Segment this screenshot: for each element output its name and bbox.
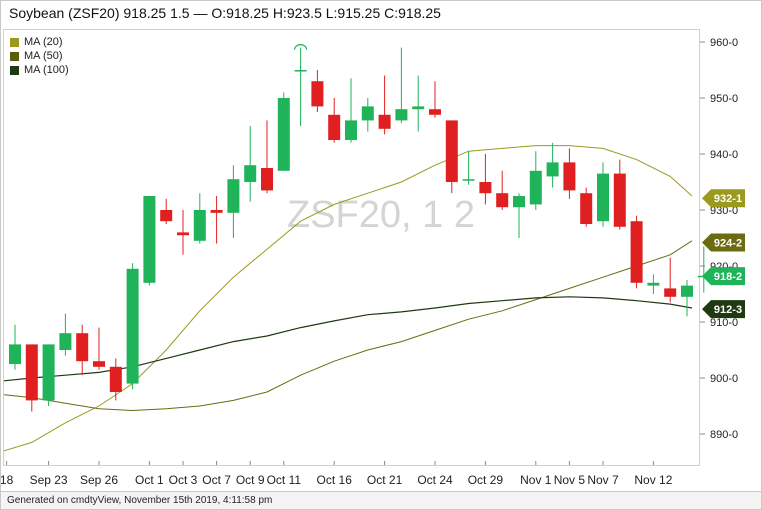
candle-body	[345, 120, 357, 140]
x-tick-label: Oct 21	[367, 473, 403, 487]
y-tick-label: 910-0	[710, 317, 738, 329]
y-tick-label: 890-0	[710, 429, 738, 441]
candle-body	[193, 210, 206, 241]
legend: MA (20) MA (50) MA (100)	[10, 35, 69, 77]
high-marker-icon	[294, 44, 308, 50]
candle-body	[647, 282, 660, 286]
x-tick-label: Nov 5	[554, 473, 586, 487]
x-tick-label: Oct 11	[267, 473, 302, 487]
candle-body	[681, 285, 693, 297]
candle-body	[630, 221, 643, 283]
x-tick-label: Oct 9	[236, 473, 265, 487]
x-tick-label: Nov 12	[634, 473, 672, 487]
x-tick-label: Oct 3	[169, 473, 198, 487]
legend-label-ma50: MA (50)	[24, 50, 63, 62]
candle-body	[311, 81, 324, 107]
candle-body	[328, 114, 341, 140]
candle-body	[42, 344, 55, 401]
candle-body	[25, 344, 38, 401]
candle-body	[412, 106, 425, 110]
candle-body	[445, 120, 458, 182]
candle-body	[395, 109, 408, 121]
x-tick-label: Oct 24	[417, 473, 453, 487]
legend-label-ma100: MA (100)	[24, 64, 69, 76]
x-tick-label: Nov 1	[520, 473, 552, 487]
x-tick-label: Oct 16	[317, 473, 353, 487]
price-badge	[702, 267, 745, 286]
x-tick-label: Oct 29	[468, 473, 504, 487]
legend-swatch-ma50	[10, 51, 19, 61]
candle-body	[513, 196, 525, 208]
chart-title: Soybean (ZSF20) 918.25 1.5 — O:918.25 H:…	[9, 5, 441, 21]
y-tick-label: 950-0	[710, 93, 738, 105]
candle-body	[277, 98, 290, 171]
y-tick-label: 930-0	[710, 205, 738, 217]
ma-line-ma50	[3, 240, 693, 412]
x-tick-label: Oct 1	[135, 473, 164, 487]
candle-body	[361, 106, 374, 121]
candle-body	[613, 173, 626, 227]
x-tick-label: Nov 7	[587, 473, 619, 487]
ma-line-ma100	[3, 296, 693, 382]
x-tick-label: Oct 7	[202, 473, 231, 487]
candle-body	[93, 361, 105, 367]
price-badge	[702, 233, 745, 252]
candle-body	[59, 333, 72, 350]
price-badge	[702, 189, 745, 208]
price-badge-label: 932-1	[714, 193, 742, 205]
candle-body	[580, 193, 593, 224]
candle-body	[244, 165, 257, 182]
candle-body	[261, 168, 273, 191]
candle-body	[143, 196, 156, 283]
candle-body	[597, 173, 609, 222]
y-tick-label: 900-0	[710, 373, 738, 385]
x-tick-label: Sep 26	[80, 473, 118, 487]
price-badge-label: 924-2	[714, 237, 742, 249]
y-tick-label: 960-0	[710, 37, 738, 49]
legend-label-ma20: MA (20)	[24, 36, 63, 48]
legend-swatch-ma20	[10, 37, 19, 47]
price-badge-label: 918-2	[714, 271, 742, 283]
candle-body	[76, 333, 89, 362]
candle-body	[126, 268, 139, 384]
footer-generated-note: Generated on cmdtyView, November 15th 20…	[1, 491, 761, 509]
candle-body	[479, 182, 492, 194]
price-badge	[702, 300, 745, 319]
candle-body	[546, 162, 559, 177]
legend-item-ma50[interactable]: MA (50)	[10, 49, 69, 63]
y-tick-label: 940-0	[710, 149, 738, 161]
x-tick-label: 18	[1, 473, 14, 487]
candle-body	[109, 366, 122, 392]
ma-line-ma20	[3, 145, 693, 452]
candle-body	[429, 109, 441, 115]
candle-body	[294, 70, 307, 72]
candle-body	[496, 193, 509, 208]
plot-area[interactable]	[3, 29, 700, 466]
candle-body	[378, 114, 391, 129]
watermark-text: ZSF20, 1 2	[287, 194, 475, 236]
legend-item-ma20[interactable]: MA (20)	[10, 35, 69, 49]
candle-body	[227, 179, 240, 213]
candle-body	[563, 162, 576, 191]
candle-body	[160, 210, 173, 222]
candle-body	[9, 344, 21, 364]
x-tick-label: Sep 23	[30, 473, 68, 487]
legend-swatch-ma100	[10, 65, 19, 75]
legend-item-ma100[interactable]: MA (100)	[10, 63, 69, 77]
candle-body	[210, 210, 223, 213]
candle-body	[462, 179, 475, 181]
price-badge-label: 912-3	[714, 304, 742, 316]
candle-body	[529, 170, 542, 205]
candlestick-chart[interactable]: ZSF20, 1 2890-0900-0910-0920-0930-0940-0…	[1, 1, 762, 491]
candle-body	[664, 288, 677, 297]
candle-body	[177, 232, 189, 236]
